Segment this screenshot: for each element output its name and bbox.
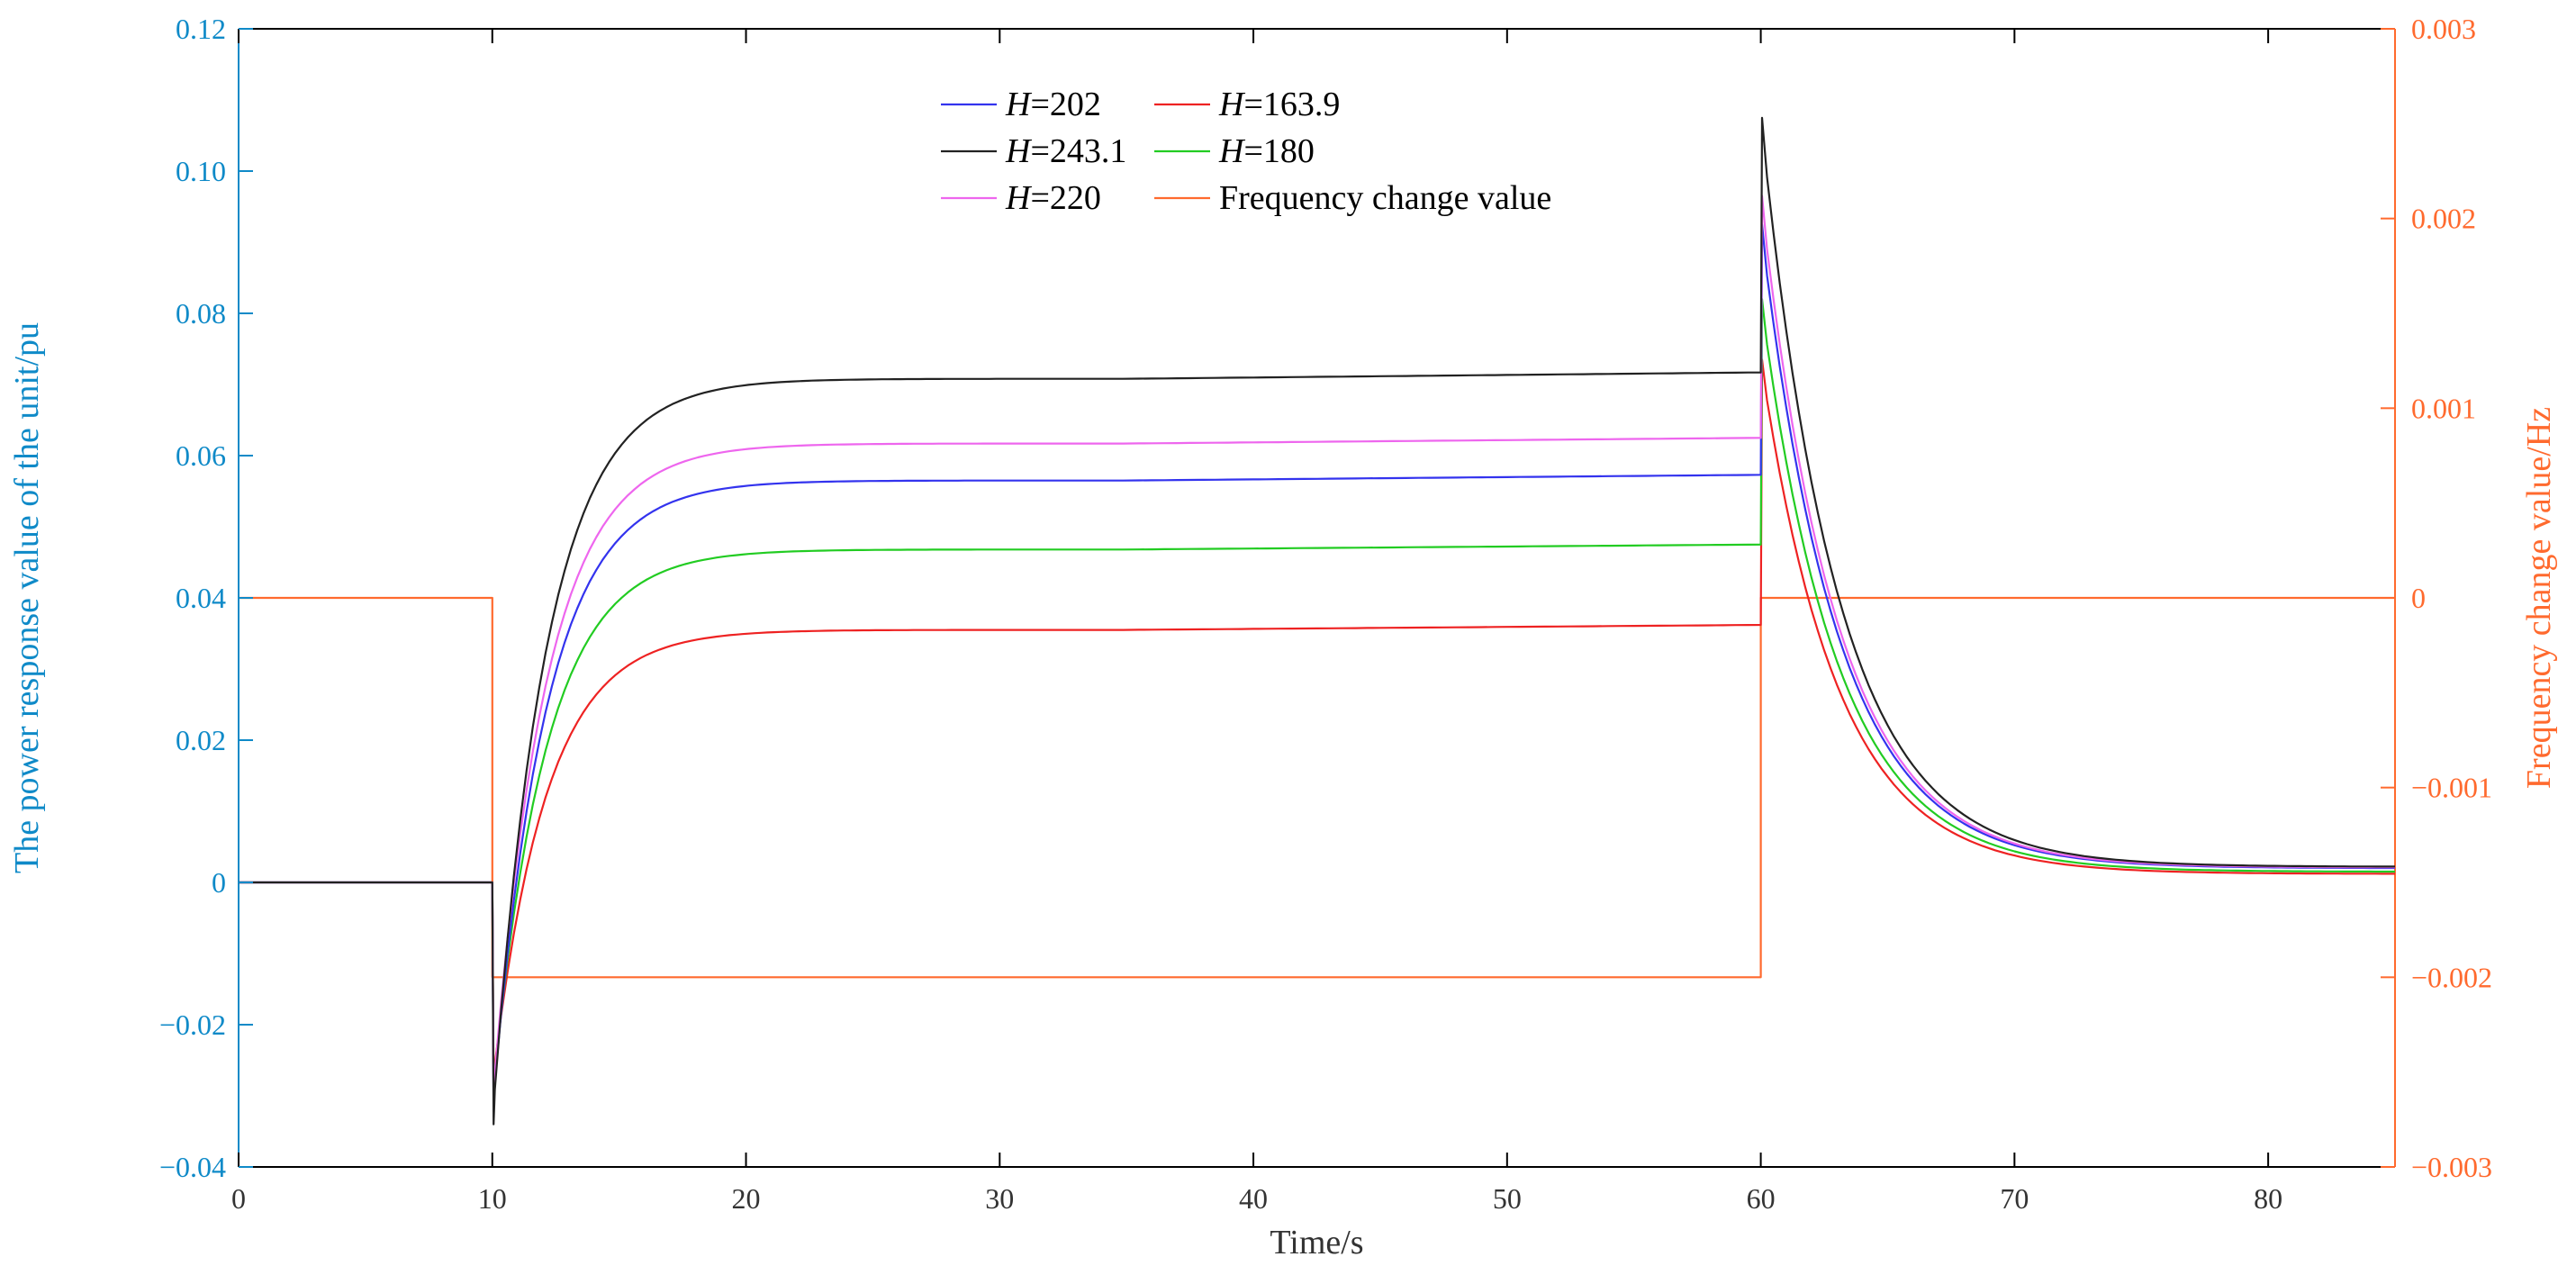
x-tick-label: 70 [2000, 1182, 2029, 1215]
right-y-tick-label: −0.001 [2411, 772, 2492, 804]
right-y-tick-label: −0.003 [2411, 1151, 2492, 1183]
left-y-tick-label: 0.02 [176, 724, 226, 756]
left-y-axis-title: The power response value of the unit/pu [8, 322, 46, 873]
right-y-tick-label: 0.001 [2411, 392, 2476, 424]
left-y-tick-label: 0.12 [176, 13, 226, 45]
legend-label: Frequency change value [1219, 179, 1551, 217]
x-tick-label: 0 [231, 1182, 246, 1215]
right-y-tick-label: −0.002 [2411, 961, 2492, 993]
legend-label: H=163.9 [1218, 86, 1340, 123]
legend: H=202 H=163.9 H=243.1 H=180 H=220 Frequency c… [941, 86, 1551, 217]
left-y-tick-label: −0.04 [159, 1151, 226, 1183]
legend-label: H=243.1 [1005, 132, 1126, 170]
x-tick-label: 30 [985, 1182, 1014, 1215]
x-axis-title: Time/s [1270, 1224, 1363, 1261]
right-y-tick-label: 0 [2411, 582, 2426, 614]
series-line-h2431 [239, 116, 2395, 1126]
left-y-tick-label: 0.10 [176, 155, 226, 187]
right-y-tick-label: 0.003 [2411, 13, 2476, 45]
left-y-tick-label: 0.04 [176, 582, 226, 614]
series-line-frequency [239, 596, 2395, 979]
x-tick-label: 80 [2254, 1182, 2282, 1215]
series-layer [239, 116, 2395, 1126]
legend-label: H=220 [1005, 179, 1101, 217]
left-y-tick-label: −0.02 [159, 1008, 226, 1041]
series-line-h180 [239, 298, 2395, 1098]
right-y-axis-title: Frequency change value/Hz [2520, 407, 2558, 789]
right-y-tick-label: 0.002 [2411, 203, 2476, 235]
x-tick-label: 60 [1747, 1182, 1776, 1215]
x-tick-label: 50 [1493, 1182, 1522, 1215]
left-y-tick-label: 0.06 [176, 439, 226, 472]
series-line-h220 [239, 194, 2395, 1104]
x-tick-label: 40 [1239, 1182, 1268, 1215]
series-line-h1639 [239, 358, 2395, 1087]
legend-label: H=202 [1005, 86, 1101, 123]
legend-label: H=180 [1218, 132, 1315, 170]
left-y-tick-label: 0 [212, 866, 226, 899]
x-tick-label: 10 [478, 1182, 507, 1215]
x-tick-label: 20 [732, 1182, 761, 1215]
axes-layer: 0 10 20 30 40 50 60 70 80 −0.04 −0.02 0 0.02 0.04 0.06… [159, 13, 2492, 1215]
left-y-tick-label: 0.08 [176, 297, 226, 330]
